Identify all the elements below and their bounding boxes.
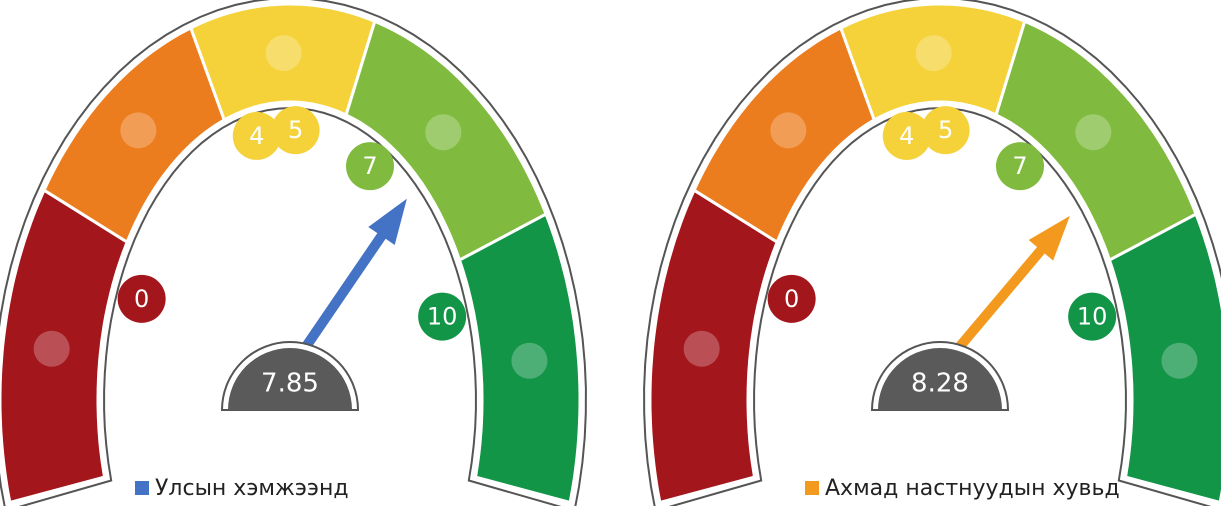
- legend-swatch: [135, 481, 149, 495]
- tick-bubble: [1068, 292, 1117, 341]
- tick-bubble: [921, 106, 970, 155]
- tick-label: 5: [938, 116, 953, 144]
- tick-bubble: [271, 106, 320, 155]
- tick-label: 4: [899, 122, 914, 150]
- gauge-band: [1107, 211, 1221, 505]
- tick-label: 4: [249, 122, 264, 150]
- value-label: 8.28: [911, 369, 969, 399]
- face-icon: [425, 114, 462, 151]
- tick-label: 5: [288, 116, 303, 144]
- needle: [285, 198, 407, 373]
- gauge-band: [457, 211, 582, 505]
- face-icon: [1075, 114, 1112, 151]
- tick-bubble: [767, 274, 816, 323]
- face-icon: [915, 35, 952, 72]
- face-icon: [265, 35, 302, 72]
- gauge: 0 4 5 7 10 7.85 Улсын хэмжээнд: [0, 0, 587, 506]
- tick-label: 0: [784, 285, 799, 313]
- tick-bubble: [418, 292, 467, 341]
- value-label: 7.85: [261, 369, 319, 399]
- face-icon: [120, 112, 157, 149]
- face-icon: [1161, 342, 1198, 379]
- face-icon: [33, 330, 70, 367]
- tick-bubble: [117, 274, 166, 323]
- tick-bubble: [346, 142, 394, 191]
- tick-label: 10: [427, 303, 458, 331]
- legend-swatch: [805, 481, 819, 495]
- tick-bubble: [882, 111, 931, 160]
- tick-label: 7: [1012, 152, 1027, 180]
- face-icon: [683, 330, 720, 367]
- hub-fill: [878, 348, 1002, 410]
- face-icon: [511, 342, 548, 379]
- tick-bubble: [232, 111, 281, 160]
- face-icon: [770, 112, 807, 149]
- legend-label: Улсын хэмжээнд: [155, 476, 349, 501]
- legend-label: Ахмад настнуудын хувьд: [825, 476, 1120, 501]
- needle: [936, 215, 1070, 374]
- gauge: 0 4 5 7 10 8.28 Ахмад настнуудын хувьд: [643, 0, 1221, 506]
- tick-label: 10: [1077, 303, 1108, 331]
- tick-label: 0: [134, 285, 149, 313]
- tick-bubble: [996, 142, 1044, 191]
- tick-label: 7: [362, 152, 377, 180]
- hub-fill: [228, 348, 352, 410]
